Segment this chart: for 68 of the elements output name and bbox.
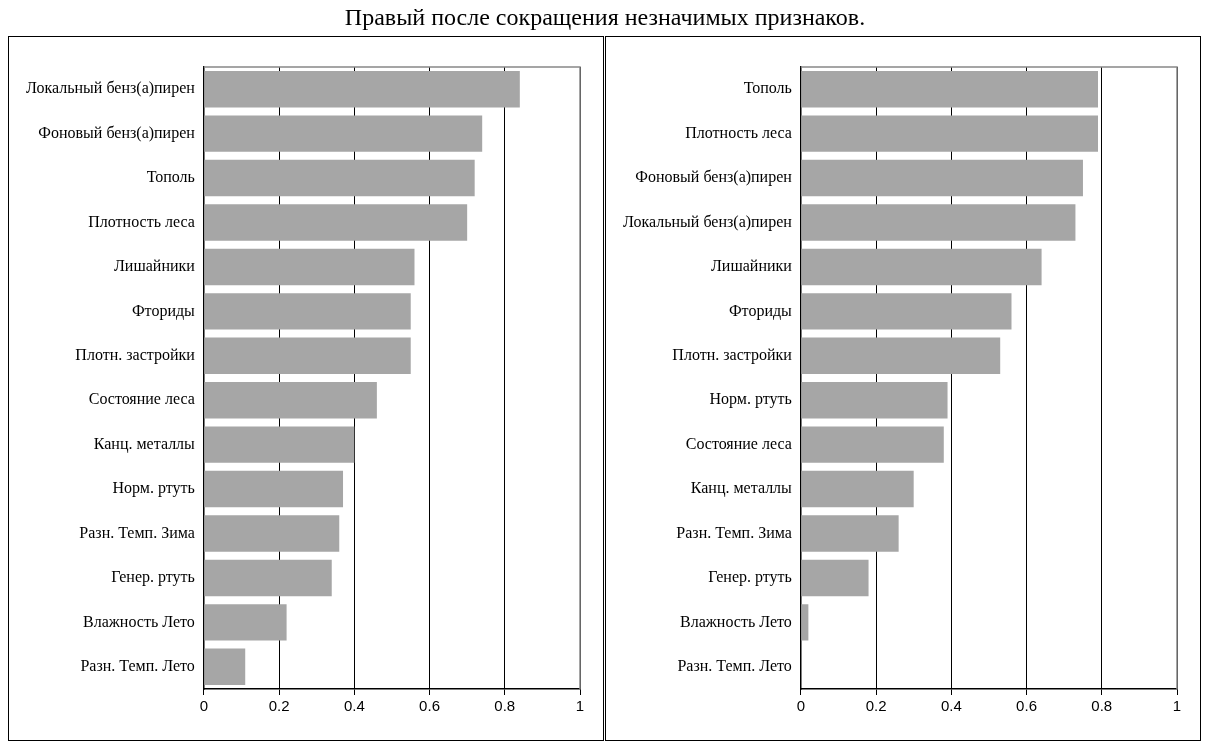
- bar: [801, 559, 869, 597]
- bar: [204, 248, 415, 286]
- y-tick-label: Норм. ртуть: [709, 390, 792, 409]
- x-tick-label: 0.6: [1016, 697, 1037, 715]
- bar: [801, 159, 1083, 197]
- bar: [204, 382, 377, 419]
- y-tick-label: Влажность Лето: [83, 612, 195, 630]
- y-tick-label: Фоновый бенз(а)пирен: [38, 123, 196, 142]
- bar: [801, 337, 1001, 374]
- y-tick-label: Плотн. застройки: [672, 345, 793, 364]
- x-tick-label: 0.2: [865, 697, 887, 715]
- x-tick-label: 0.2: [268, 697, 290, 715]
- x-tick-label: 0.4: [940, 697, 962, 715]
- bar: [204, 426, 355, 463]
- x-tick-label: 0.4: [343, 697, 365, 715]
- y-tick-label: Состояние леса: [88, 390, 195, 408]
- bar: [801, 71, 1099, 108]
- y-tick-label: Тополь: [743, 79, 792, 97]
- y-tick-label: Фоновый бенз(а)пирен: [635, 168, 793, 187]
- y-tick-label: Фториды: [131, 301, 196, 320]
- x-tick-label: 0.6: [419, 697, 440, 715]
- x-tick-label: 0.8: [1091, 697, 1113, 715]
- y-tick-label: Норм. ртуть: [112, 479, 195, 498]
- x-tick-label: 0: [199, 697, 209, 715]
- bar: [204, 71, 520, 108]
- bar: [204, 648, 246, 685]
- x-tick-label: 1: [1172, 697, 1182, 715]
- bar: [204, 515, 340, 552]
- bar: [204, 470, 344, 508]
- bar: [801, 426, 944, 463]
- y-tick-label: Фториды: [728, 301, 793, 320]
- chart-title: Правый после сокращения незначимых признаков.: [343, 3, 867, 32]
- bar: [801, 515, 899, 552]
- y-tick-label: Разн. Темп. Лето: [80, 656, 195, 674]
- x-tick-label: 1: [575, 697, 585, 715]
- y-tick-label: Влажность Лето: [680, 612, 792, 630]
- bar: [204, 604, 287, 641]
- y-tick-label: Генер. ртуть: [111, 568, 195, 587]
- y-tick-label: Состояние леса: [685, 434, 792, 452]
- bar: [204, 337, 411, 374]
- bar: [204, 159, 475, 197]
- bar: [204, 293, 411, 330]
- y-tick-label: Тополь: [146, 168, 195, 186]
- y-tick-label: Лишайники: [710, 257, 793, 275]
- bar: [204, 559, 332, 597]
- y-tick-label: Плотность леса: [685, 123, 792, 141]
- bar: [801, 470, 914, 508]
- bar: [801, 248, 1042, 286]
- bar: [204, 204, 468, 241]
- bar: [801, 382, 948, 419]
- x-tick-label: 0: [796, 697, 806, 715]
- y-tick-label: Локальный бенз(а)пирен: [623, 212, 793, 231]
- bar: [801, 115, 1099, 152]
- bar: [801, 293, 1012, 330]
- y-tick-label: Канц. металлы: [690, 479, 793, 498]
- y-tick-label: Плотн. застройки: [75, 345, 196, 364]
- y-tick-label: Плотность леса: [88, 212, 195, 230]
- y-tick-label: Канц. металлы: [93, 434, 196, 453]
- y-tick-label: Локальный бенз(а)пирен: [26, 79, 196, 98]
- bar: [801, 604, 809, 641]
- y-tick-label: Разн. Темп. Лето: [677, 656, 792, 674]
- bar: [801, 204, 1076, 241]
- x-tick-label: 0.8: [494, 697, 516, 715]
- y-tick-label: Лишайники: [113, 257, 196, 275]
- bar: [204, 115, 483, 152]
- y-tick-label: Разн. Темп. Зима: [79, 523, 195, 541]
- y-tick-label: Разн. Темп. Зима: [676, 523, 792, 541]
- y-tick-label: Генер. ртуть: [708, 568, 792, 587]
